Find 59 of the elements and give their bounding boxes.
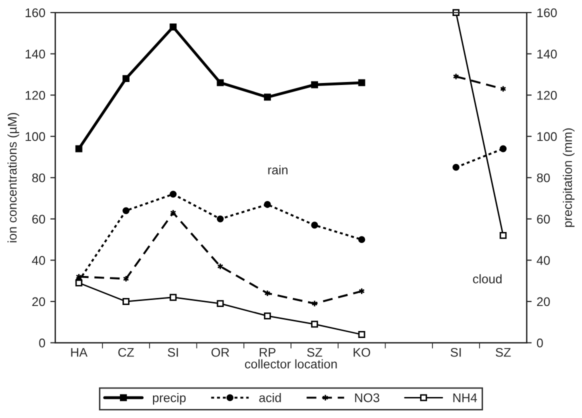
- y-tick-label: 160: [26, 8, 46, 18]
- y-tick-label: 120: [26, 90, 46, 100]
- x-tick-label: SI: [450, 348, 461, 357]
- point: [358, 331, 366, 338]
- legend-label: precip: [152, 393, 186, 405]
- y-tick-label: 60: [32, 214, 46, 224]
- point: [500, 232, 507, 239]
- x-tick-label: OR: [212, 348, 230, 357]
- point: [264, 201, 271, 208]
- x-tick-label: RP: [260, 348, 276, 357]
- y-tick-label: 0: [39, 338, 46, 348]
- point: [122, 207, 130, 214]
- legend-label: NH4: [453, 393, 477, 402]
- x-tick-label: HA: [71, 348, 88, 357]
- x-tick-label: SI: [168, 348, 178, 357]
- y2-tick-label: 0: [536, 338, 543, 348]
- point: [216, 300, 224, 308]
- y-tick-label: 40: [32, 256, 46, 265]
- point: [170, 190, 177, 198]
- y2-tick-label: 80: [536, 173, 550, 182]
- y2-tick-label: 60: [537, 214, 550, 224]
- y2-tick-label: 140: [537, 50, 557, 58]
- point: [358, 236, 366, 244]
- x-tick-label: SZ: [496, 348, 511, 357]
- legend-label: acid: [259, 393, 281, 402]
- y2-axis-title: precipitation (mm): [562, 128, 574, 227]
- annotation: cloud: [473, 274, 502, 284]
- point: [216, 215, 224, 222]
- y2-tick-label: 100: [537, 132, 557, 142]
- y2-tick-label: 120: [537, 90, 557, 100]
- point: [122, 75, 130, 82]
- legend-label: NO3: [355, 393, 380, 402]
- point: [122, 298, 130, 305]
- point: [170, 24, 177, 30]
- y-tick-label: 140: [26, 50, 46, 58]
- x-axis-title: collector location: [244, 359, 337, 368]
- point: [311, 81, 318, 88]
- point: [500, 145, 507, 152]
- x-tick-label: KO: [354, 348, 370, 357]
- y2-tick-label: 40: [536, 256, 550, 265]
- point: [358, 79, 366, 86]
- y-tick-label: 80: [32, 173, 46, 182]
- point: [452, 9, 460, 16]
- y-axis-title: ion concentrations (µM): [8, 112, 20, 242]
- y-tick-label: 20: [32, 297, 46, 306]
- point: [264, 94, 271, 101]
- x-tick-label: SZ: [307, 348, 322, 357]
- point: [452, 164, 460, 171]
- y2-tick-label: 20: [537, 297, 550, 306]
- point: [216, 79, 224, 86]
- x-tick-label: CZ: [118, 348, 134, 357]
- point: [311, 222, 318, 229]
- point: [75, 145, 82, 152]
- point: [264, 312, 271, 320]
- annotation: rain: [268, 165, 288, 174]
- y2-tick-label: 160: [537, 8, 557, 18]
- point: [170, 294, 177, 301]
- y-tick-label: 100: [26, 132, 46, 142]
- point: [311, 320, 318, 328]
